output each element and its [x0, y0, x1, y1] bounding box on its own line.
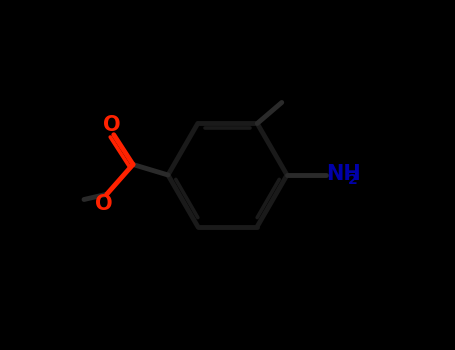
Text: NH: NH — [327, 164, 361, 184]
Text: 2: 2 — [348, 173, 358, 187]
Text: O: O — [103, 115, 121, 135]
Text: O: O — [95, 194, 113, 214]
